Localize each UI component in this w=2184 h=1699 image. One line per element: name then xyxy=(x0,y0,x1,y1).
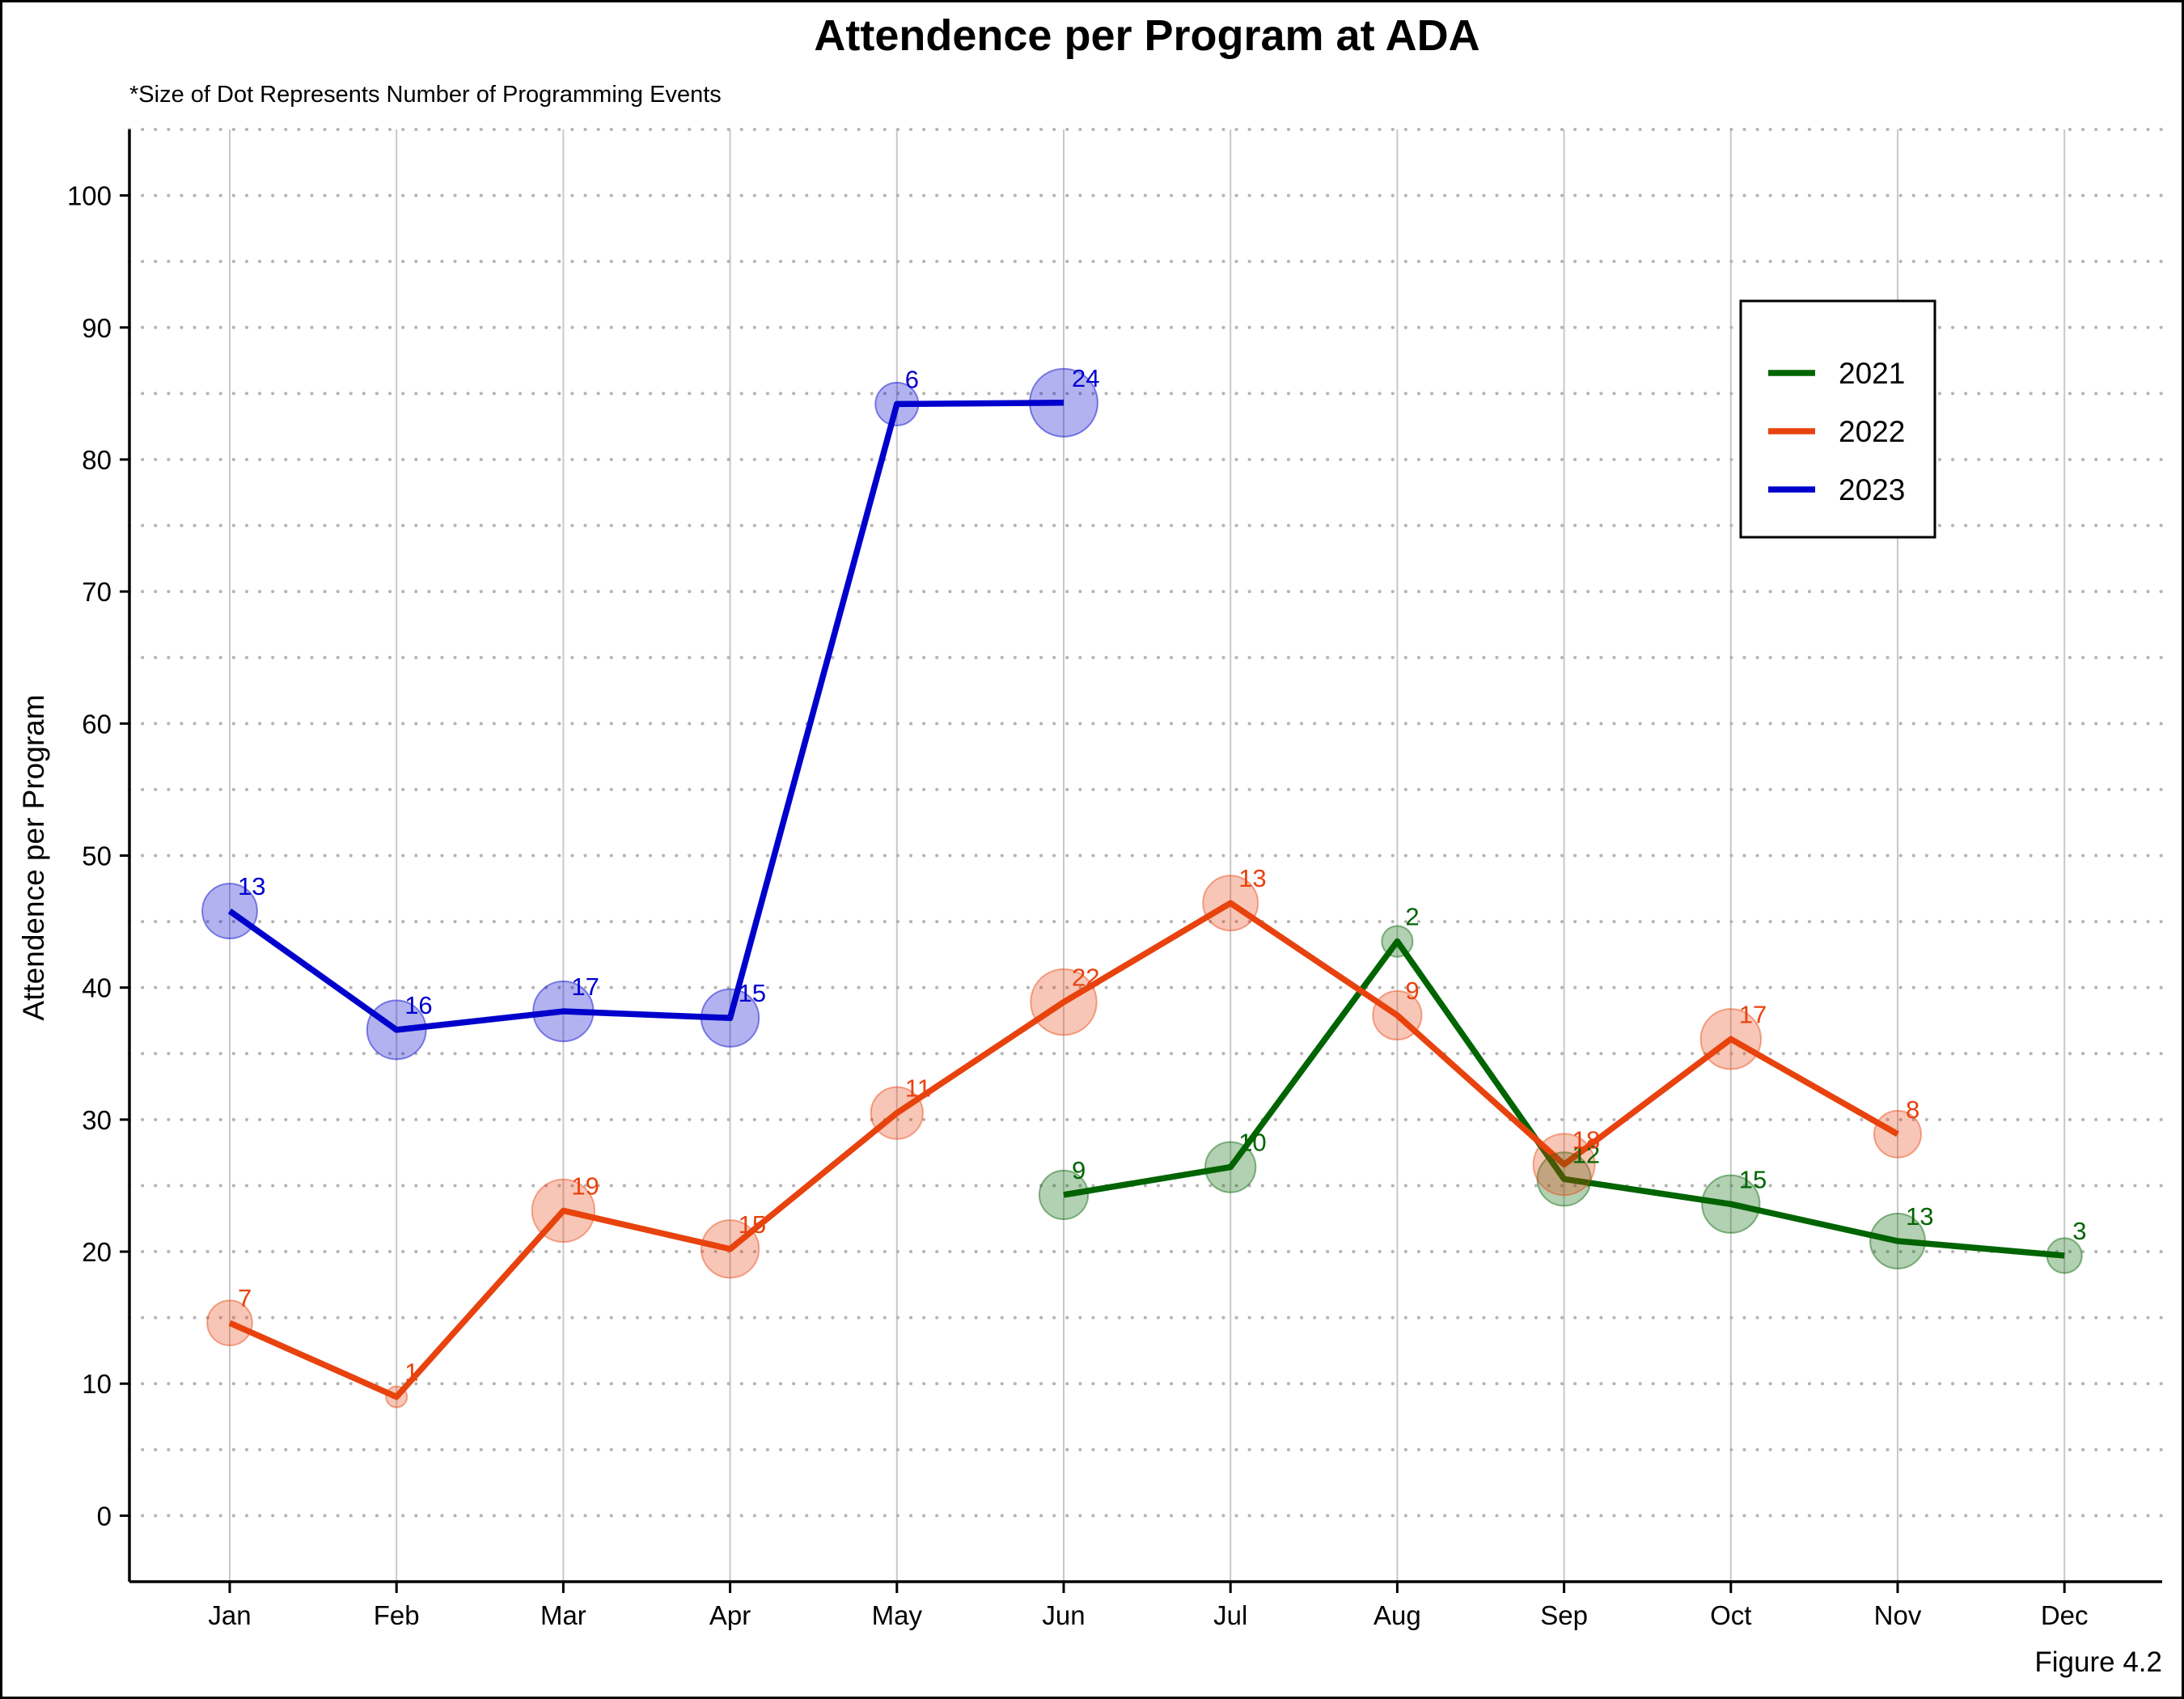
y-tick-label: 40 xyxy=(82,973,112,1003)
grid xyxy=(128,128,2164,1582)
data-point-2023 xyxy=(366,999,427,1061)
data-point-2021 xyxy=(2046,1237,2083,1274)
x-tick-label: Sep xyxy=(1540,1600,1588,1630)
data-label-2022: 17 xyxy=(1739,1000,1767,1028)
axes: 0 10 20 30 40 50 60 70 80 90 100 Jan Feb Mar Apr May Jun… xyxy=(67,129,2162,1630)
data-label-2022: 19 xyxy=(571,1172,599,1200)
data-point-2022 xyxy=(1873,1109,1922,1159)
data-point-2022 xyxy=(1532,1133,1596,1197)
y-tick-label: 60 xyxy=(82,709,112,739)
data-label-2023: 15 xyxy=(739,979,766,1007)
y-tick-label: 30 xyxy=(82,1105,112,1135)
data-point-2021 xyxy=(1204,1141,1257,1193)
data-label-2023: 6 xyxy=(905,365,919,393)
chart-title: Attendence per Program at ADA xyxy=(814,11,1479,60)
data-point-2023 xyxy=(201,883,258,939)
x-tick-label: Feb xyxy=(374,1600,420,1630)
data-point-2022 xyxy=(206,1299,253,1346)
x-tick-label: Jan xyxy=(208,1600,251,1630)
series-line-2021 xyxy=(1063,938,2065,1259)
data-point-2022 xyxy=(1030,968,1098,1036)
x-tick-label: Jul xyxy=(1213,1600,1247,1630)
y-tick-label: 100 xyxy=(67,181,112,211)
legend-label-2021: 2021 xyxy=(1839,357,1905,390)
chart-subtitle: *Size of Dot Represents Number of Progra… xyxy=(129,82,722,108)
y-axis-label: Attendence per Program xyxy=(17,694,50,1020)
data-point-2022 xyxy=(700,1219,760,1279)
x-tick-label: Aug xyxy=(1373,1600,1421,1630)
data-point-2021 xyxy=(1701,1174,1761,1234)
data-label-2022: 22 xyxy=(1072,964,1099,992)
x-tick-label: Apr xyxy=(709,1600,751,1630)
data-label-2023: 24 xyxy=(1072,364,1099,392)
data-label-2021: 3 xyxy=(2072,1217,2086,1245)
y-tick-label: 90 xyxy=(82,313,112,343)
data-point-2022 xyxy=(870,1086,924,1140)
data-label-2022: 8 xyxy=(1906,1095,1919,1124)
y-tick-label: 20 xyxy=(82,1237,112,1267)
series-line-2023 xyxy=(227,400,1064,1033)
legend-label-2022: 2022 xyxy=(1839,415,1905,448)
data-point-2023 xyxy=(1029,367,1098,438)
data-label-2023: 13 xyxy=(238,872,265,900)
data-label-2021: 10 xyxy=(1238,1129,1266,1157)
data-label-2021: 15 xyxy=(1739,1165,1767,1193)
data-label-2022: 1 xyxy=(404,1358,418,1387)
data-label-2021: 9 xyxy=(1072,1156,1086,1184)
y-tick-label: 50 xyxy=(82,841,112,871)
data-label-2021: 12 xyxy=(1572,1140,1600,1168)
legend-label-2023: 2023 xyxy=(1839,473,1905,506)
data-label-2023: 16 xyxy=(404,991,432,1019)
figure-label: Figure 4.2 xyxy=(2034,1646,2162,1678)
y-tick-label: 0 xyxy=(97,1501,112,1531)
data-point-2023 xyxy=(874,381,920,426)
data-point-2021 xyxy=(1381,925,1414,958)
data-point-2022 xyxy=(1202,875,1259,932)
x-tick-label: Jun xyxy=(1042,1600,1085,1630)
data-label-2023: 17 xyxy=(571,972,599,1001)
data-label-2022: 7 xyxy=(238,1284,252,1312)
data-point-2022 xyxy=(531,1178,596,1244)
data-point-2021 xyxy=(1869,1213,1926,1269)
data-label-2022: 15 xyxy=(739,1210,766,1239)
data-label-2022: 11 xyxy=(905,1074,931,1103)
legend: 2021 2022 2023 xyxy=(1739,299,1936,539)
data-point-2023 xyxy=(700,988,760,1048)
data-point-2023 xyxy=(532,980,595,1043)
data-label-2022: 13 xyxy=(1238,864,1266,892)
data-point-2022 xyxy=(1372,989,1423,1041)
x-tick-label: Mar xyxy=(540,1600,586,1630)
x-tick-label: May xyxy=(872,1600,923,1630)
series: 9 10 2 12 15 13 3 7 1 19 15 11 22 13 9 18 17 8 13 16 17 15 6 24 xyxy=(201,364,2086,1409)
data-point-2021 xyxy=(1536,1151,1592,1207)
data-point-2022 xyxy=(1699,1008,1762,1070)
legend-box xyxy=(1739,299,1936,539)
data-label-2021: 13 xyxy=(1906,1202,1933,1231)
data-point-2021 xyxy=(1038,1169,1090,1220)
y-tick-label: 10 xyxy=(82,1369,112,1399)
series-line-2022 xyxy=(228,900,1899,1400)
data-label-2021: 2 xyxy=(1405,903,1419,931)
data-label-2022: 9 xyxy=(1405,977,1419,1005)
x-tick-label: Nov xyxy=(1874,1600,1922,1630)
data-label-2022: 18 xyxy=(1572,1125,1600,1154)
x-tick-label: Dec xyxy=(2041,1600,2089,1630)
data-point-2022 xyxy=(385,1385,408,1409)
y-tick-label: 80 xyxy=(82,445,112,475)
y-tick-label: 70 xyxy=(82,577,112,607)
x-tick-label: Oct xyxy=(1710,1600,1751,1630)
